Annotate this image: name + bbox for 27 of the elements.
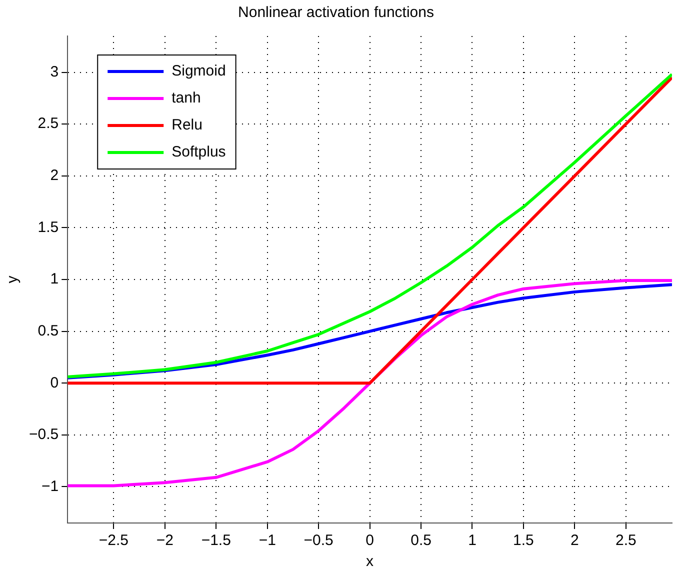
legend-label: Softplus	[172, 144, 226, 161]
chart-title: Nonlinear activation functions	[238, 4, 434, 22]
x-tick-label: −0.5	[304, 532, 334, 550]
x-tick-label: 0	[366, 532, 374, 550]
y-tick-label: 2.5	[38, 115, 59, 132]
x-tick-label: 2.5	[615, 532, 636, 550]
legend-label: Relu	[172, 116, 202, 134]
y-tick-label: 1	[50, 270, 59, 288]
y-tick-label: −0.5	[28, 426, 59, 444]
y-tick-label: 2	[50, 167, 59, 184]
y-tick-label: 3	[50, 63, 59, 80]
y-axis-title: y	[4, 275, 22, 284]
x-tick-label: 1	[468, 532, 476, 550]
x-tick-label: 1.5	[513, 532, 534, 550]
y-tick-label: −1	[42, 478, 59, 495]
legend-label: Sigmoid	[172, 62, 226, 80]
x-tick-label: −2	[156, 532, 174, 550]
y-tick-label: 0	[50, 374, 59, 392]
x-tick-label: −1	[258, 532, 276, 550]
y-tick-label: 0.5	[38, 322, 59, 340]
x-axis-title: x	[366, 553, 374, 570]
legend-label: tanh	[172, 90, 201, 107]
x-tick-label: 0.5	[410, 532, 432, 550]
x-tick-label: −2.5	[98, 532, 129, 550]
x-tick-label: 2	[570, 532, 579, 550]
y-tick-label: 1.5	[38, 218, 59, 236]
x-tick-label: −1.5	[201, 532, 231, 550]
